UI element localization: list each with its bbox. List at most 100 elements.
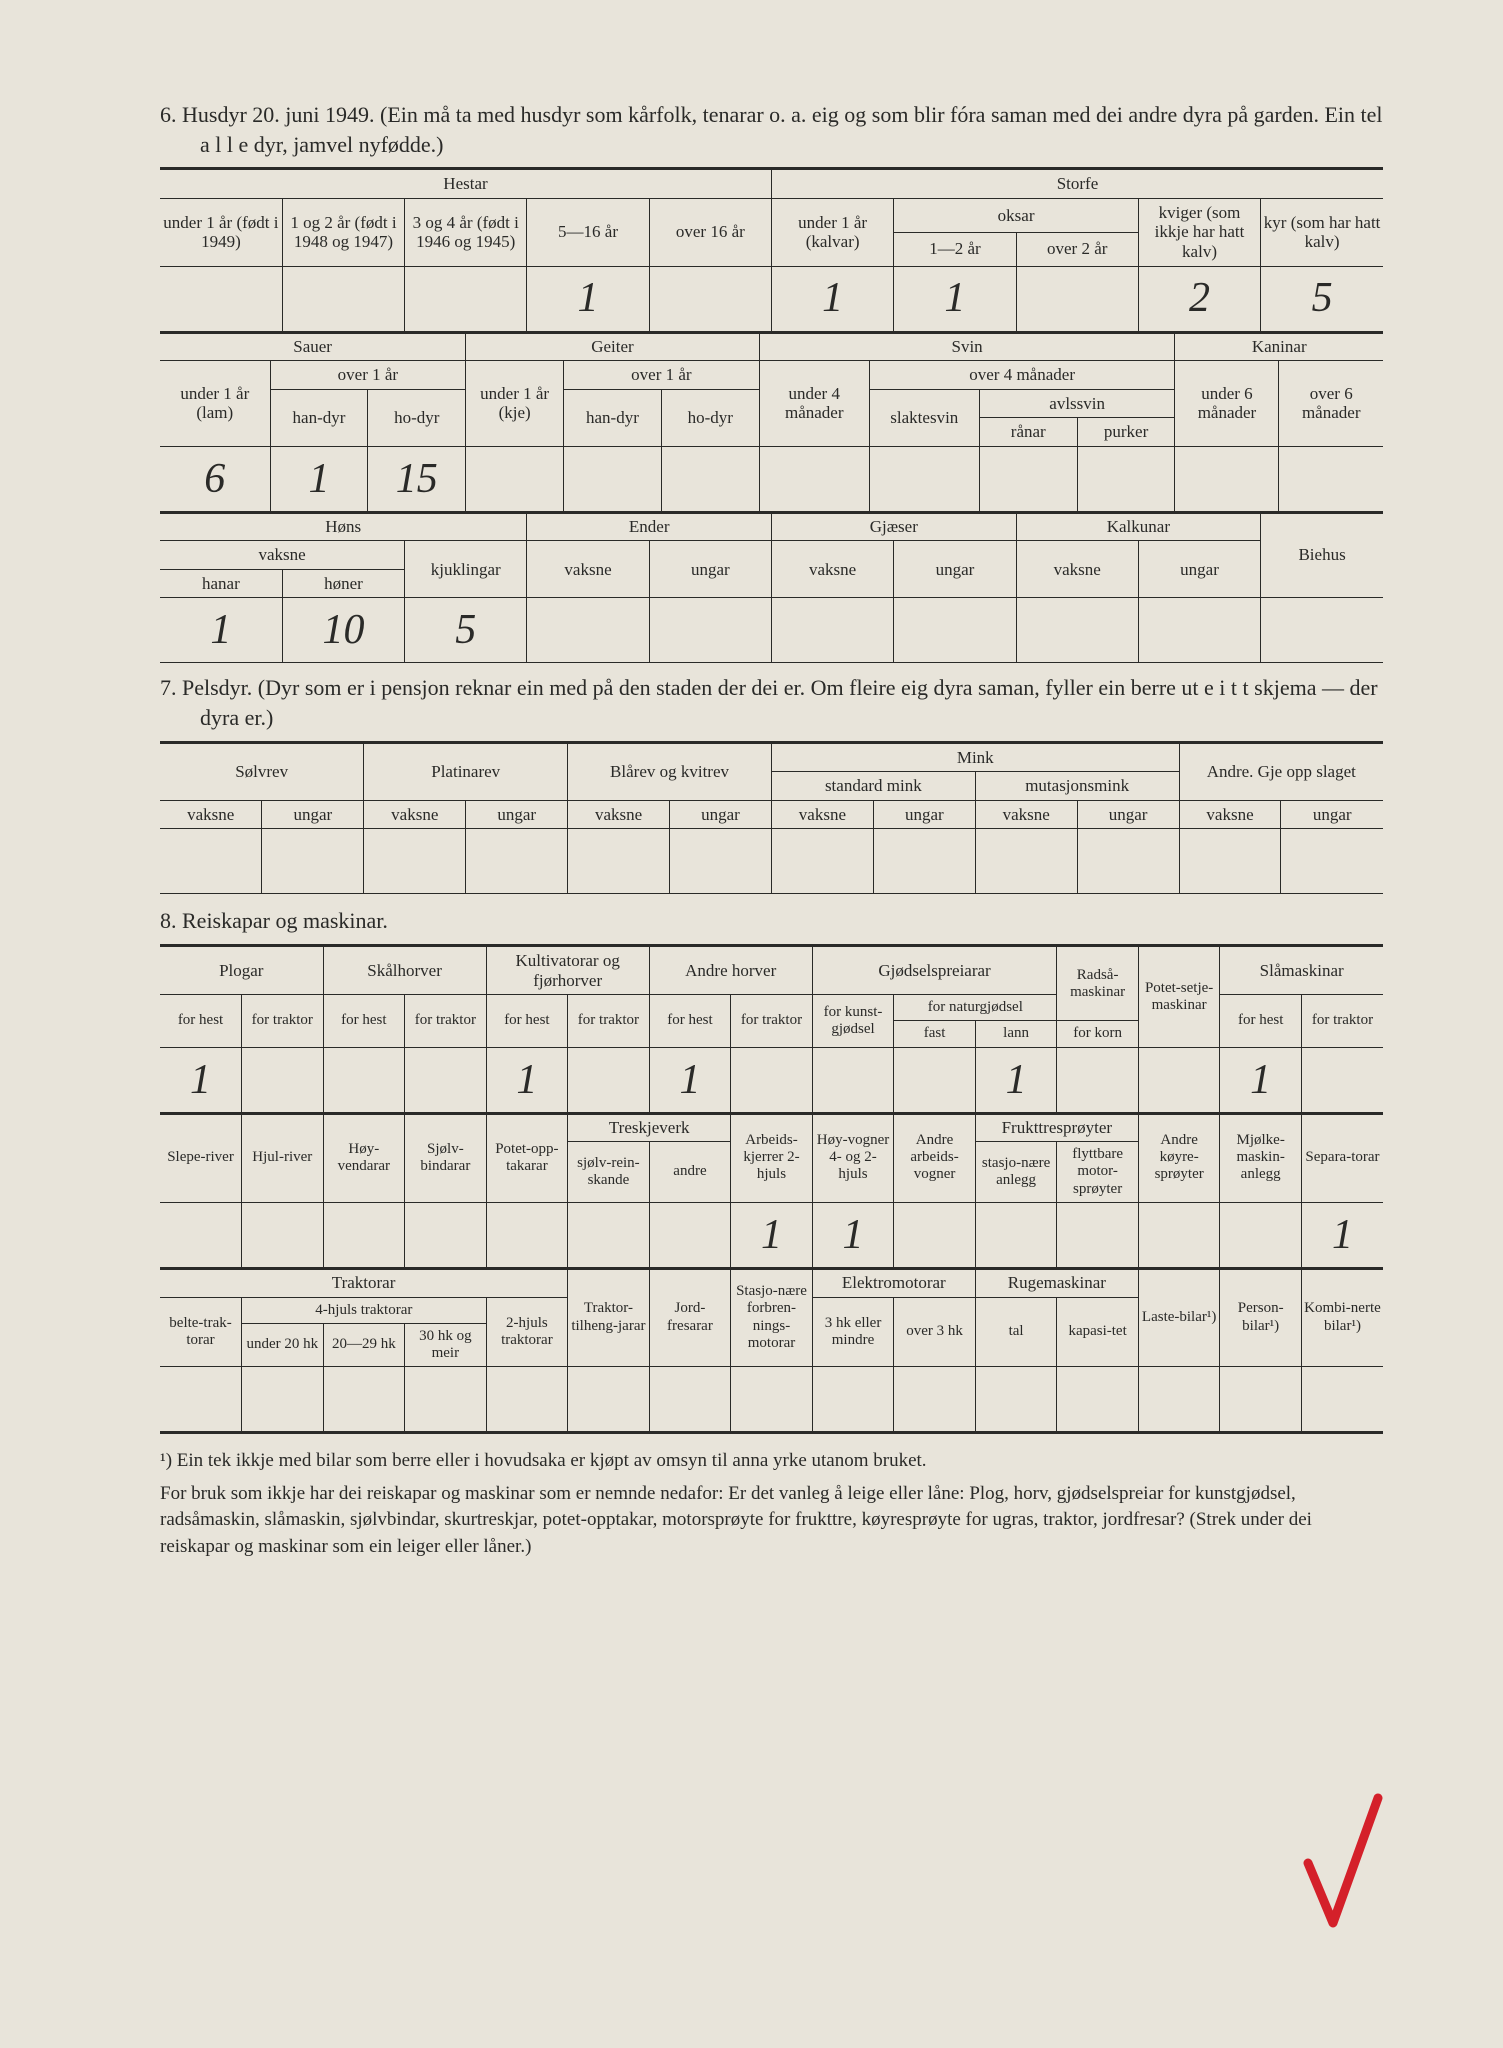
col-rugemask: Rugemaskinar	[975, 1269, 1138, 1297]
cell	[564, 446, 662, 512]
col-sau-u1: under 1 år (lam)	[160, 361, 270, 447]
cell	[771, 829, 873, 894]
col-r-kap: kapasi-tet	[1057, 1297, 1139, 1367]
cell: 1	[486, 1047, 568, 1113]
col-fortraktor: for traktor	[242, 995, 324, 1048]
col-vaksne: vaksne	[1179, 800, 1281, 829]
col-vaksne: vaksne	[160, 800, 262, 829]
cell: 10	[282, 598, 404, 663]
col-korn: for korn	[1057, 1021, 1139, 1047]
cell	[323, 1367, 405, 1433]
group-geiter: Geiter	[466, 333, 759, 361]
col-kan-o6: over 6 månader	[1279, 361, 1383, 447]
col-ender-ungar: ungar	[649, 541, 771, 598]
col-belte: belte-trak-torar	[160, 1297, 242, 1367]
cell: 5	[1261, 266, 1383, 332]
col-h-1-2: 1 og 2 år (født i 1948 og 1947)	[282, 198, 404, 266]
cell: 1	[771, 266, 893, 332]
col-blarev: Blårev og kvitrev	[568, 742, 772, 800]
col-hoyvogn: Høy-vogner 4- og 2-hjuls	[812, 1114, 894, 1203]
col-stasjforb: Stasjo-nære forbren-nings-motorar	[731, 1269, 813, 1367]
cell	[242, 1202, 324, 1268]
cell	[731, 1367, 813, 1433]
col-e3hk: 3 hk eller mindre	[812, 1297, 894, 1367]
cell: 1	[160, 598, 282, 663]
col-gei-han: han-dyr	[564, 389, 662, 446]
cell	[405, 1202, 487, 1268]
col-gjaeser-ungar: ungar	[894, 541, 1016, 598]
col-gei-o1: over 1 år	[564, 361, 760, 390]
col-forhest: for hest	[1220, 995, 1302, 1048]
col-sv-o4: over 4 månader	[869, 361, 1175, 390]
section-7-heading: 7. Pelsdyr. (Dyr som er i pensjon reknar…	[160, 673, 1383, 732]
cell	[1220, 1202, 1302, 1268]
cell	[160, 266, 282, 332]
col-fortraktor: for traktor	[568, 995, 650, 1048]
col-person: Person-bilar¹)	[1220, 1269, 1302, 1367]
group-kaninar: Kaninar	[1175, 333, 1383, 361]
col-s-oks-1-2: 1—2 år	[894, 232, 1016, 266]
col-sv-purker: purker	[1077, 418, 1175, 447]
col-potetopp: Potet-opp-takarar	[486, 1114, 568, 1203]
col-gjaeser-vaksne: vaksne	[771, 541, 893, 598]
col-fortraktor: for traktor	[731, 995, 813, 1048]
cell: 1	[731, 1202, 813, 1268]
cell	[568, 1367, 650, 1433]
col-forhest: for hest	[486, 995, 568, 1048]
col-gjodsel: Gjødselspreiarar	[812, 946, 1057, 995]
col-ungar: ungar	[873, 800, 975, 829]
group-hestar: Hestar	[160, 169, 771, 199]
cell	[405, 266, 527, 332]
col-fruktspr: Frukttresprøyter	[975, 1114, 1138, 1142]
col-elektro: Elektromotorar	[812, 1269, 975, 1297]
cell	[812, 1367, 894, 1433]
cell	[894, 1367, 976, 1433]
col-ender-vaksne: vaksne	[527, 541, 649, 598]
group-kalkunar: Kalkunar	[1016, 513, 1261, 541]
cell	[873, 829, 975, 894]
cell	[282, 266, 404, 332]
checkmark-icon	[1298, 1793, 1388, 1933]
col-fortraktor: for traktor	[405, 995, 487, 1048]
col-andrehorver: Andre horver	[649, 946, 812, 995]
cell	[649, 598, 771, 663]
cell	[405, 1047, 487, 1113]
table-reiskapar-1: Plogar Skålhorver Kultivatorar og fjørho…	[160, 944, 1383, 1115]
col-mink: Mink	[771, 742, 1179, 772]
col-ungar: ungar	[1281, 800, 1383, 829]
col-hons-vaksne: vaksne	[160, 541, 405, 570]
col-sjolvb: Sjølv-bindarar	[405, 1114, 487, 1203]
col-andre: Andre. Gje opp slaget	[1179, 742, 1383, 800]
cell	[364, 829, 466, 894]
cell	[975, 1202, 1057, 1268]
col-fast: fast	[894, 1021, 976, 1047]
col-radsamask: Radså-maskinar	[1057, 946, 1139, 1021]
cell	[731, 1047, 813, 1113]
cell	[1057, 1202, 1139, 1268]
table-reiskapar-3: Traktorar Traktor-tilheng-jarar Jord-fre…	[160, 1269, 1383, 1434]
col-vaksne: vaksne	[975, 800, 1077, 829]
col-t-sjolv: sjølv-rein-skande	[568, 1142, 650, 1203]
col-s-oks-over2: over 2 år	[1016, 232, 1138, 266]
col-hons-hanar: hanar	[160, 569, 282, 598]
cell: 6	[160, 446, 270, 512]
col-naturg: for naturgjødsel	[894, 995, 1057, 1021]
col-vaksne: vaksne	[771, 800, 873, 829]
col-potet: Potet-setje-maskinar	[1138, 946, 1220, 1048]
col-treskje: Treskjeverk	[568, 1114, 731, 1142]
cell	[670, 829, 772, 894]
col-hons-honer: høner	[282, 569, 404, 598]
cell: 1	[1220, 1047, 1302, 1113]
cell: 5	[405, 598, 527, 663]
col-eover3: over 3 hk	[894, 1297, 976, 1367]
table-hestar-storfe: Hestar Storfe under 1 år (født i 1949) 1…	[160, 167, 1383, 333]
col-t-andre: andre	[649, 1142, 731, 1203]
cell: 2	[1138, 266, 1260, 332]
cell	[1179, 829, 1281, 894]
cell	[323, 1202, 405, 1268]
cell	[1138, 598, 1260, 663]
col-separa: Separa-torar	[1301, 1114, 1383, 1203]
cell	[1138, 1202, 1220, 1268]
col-mutasjons-mink: mutasjonsmink	[975, 772, 1179, 801]
col-solvrev: Sølvrev	[160, 742, 364, 800]
